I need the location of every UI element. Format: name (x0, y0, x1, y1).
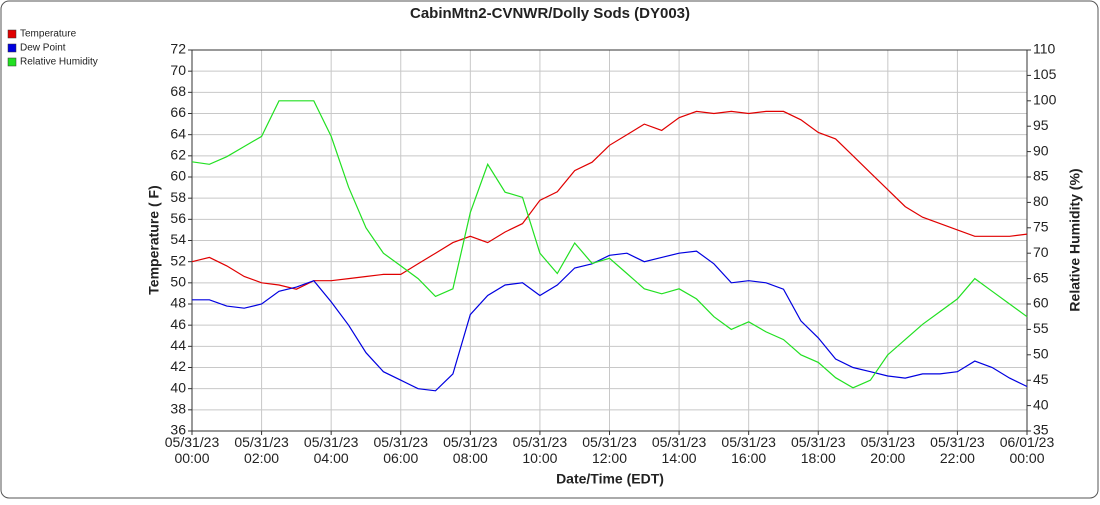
x-tick-label: 05/31/23 00:00 (165, 434, 220, 466)
y2-axis-label: Relative Humidity (%) (1067, 168, 1083, 311)
y-tick-label: 54 (170, 231, 186, 247)
legend-label: Temperature (20, 29, 77, 40)
x-tick-line: 05/31/23 (234, 434, 289, 450)
y-tick-label: 36 (170, 422, 186, 438)
y2-tick-label: 75 (1033, 219, 1049, 235)
y2-tick-label: 95 (1033, 117, 1049, 133)
y2-tick-label: 65 (1033, 269, 1049, 285)
y2-tick-label: 80 (1033, 193, 1049, 209)
x-tick-line: 05/31/23 (791, 434, 846, 450)
series-line (191, 110, 1028, 290)
x-tick-line: 16:00 (731, 450, 766, 466)
x-tick-line: 00:00 (1009, 450, 1044, 466)
y-tick-label: 38 (170, 401, 186, 417)
series-line (192, 250, 1028, 392)
x-tick-line: 08:00 (453, 450, 488, 466)
y-tick-label: 72 (170, 41, 186, 57)
y-tick-label: 46 (170, 316, 186, 332)
y-tick-label: 50 (170, 274, 186, 290)
x-tick-label: 05/31/23 06:00 (374, 434, 429, 466)
y-tick-label: 48 (170, 295, 186, 311)
x-tick-line: 14:00 (662, 450, 697, 466)
x-axis-label: Date/Time (EDT) (556, 471, 664, 487)
y2-tick-label: 70 (1033, 244, 1049, 260)
y2-tick-label: 45 (1033, 371, 1049, 387)
y2-tick-label: 100 (1033, 92, 1057, 108)
x-tick-line: 05/31/23 (165, 434, 220, 450)
y-tick-label: 60 (170, 168, 186, 184)
y2-tick-label: 110 (1033, 41, 1056, 57)
x-tick-line: 06:00 (383, 450, 418, 466)
x-tick-line: 10:00 (522, 450, 557, 466)
y-tick-label: 40 (170, 379, 186, 395)
x-tick-line: 05/31/23 (930, 434, 985, 450)
x-tick-line: 05/31/23 (513, 434, 568, 450)
y2-tick-label: 60 (1033, 295, 1049, 311)
y-tick-label: 64 (170, 125, 186, 141)
x-tick-label: 05/31/23 14:00 (652, 434, 707, 466)
y-tick-label: 52 (170, 252, 186, 268)
x-tick-line: 22:00 (940, 450, 975, 466)
x-tick-line: 12:00 (592, 450, 627, 466)
y-tick-label: 70 (170, 62, 186, 78)
y-tick-label: 62 (170, 147, 186, 163)
y2-tick-label: 40 (1033, 396, 1049, 412)
x-tick-label: 05/31/23 20:00 (861, 434, 916, 466)
y-tick-label: 44 (170, 337, 186, 353)
y-tick-label: 66 (170, 104, 186, 120)
x-tick-line: 18:00 (801, 450, 836, 466)
y2-tick-label: 50 (1033, 346, 1049, 362)
y2-tick-label: 90 (1033, 142, 1049, 158)
y2-tick-label: 35 (1033, 422, 1049, 438)
x-tick-label: 05/31/23 18:00 (791, 434, 846, 466)
x-tick-line: 05/31/23 (443, 434, 498, 450)
y2-tick-label: 85 (1033, 168, 1049, 184)
x-tick-line: 05/31/23 (374, 434, 429, 450)
series-line (191, 100, 1028, 389)
y-tick-label: 68 (170, 83, 186, 99)
x-tick-line: 05/31/23 (304, 434, 359, 450)
x-tick-line: 04:00 (314, 450, 349, 466)
y-tick-label: 42 (170, 358, 186, 374)
x-tick-label: 05/31/23 02:00 (234, 434, 289, 466)
y2-tick-label: 105 (1033, 66, 1057, 82)
x-tick-line: 20:00 (870, 450, 905, 466)
x-tick-label: 05/31/23 12:00 (582, 434, 637, 466)
plot-border (191, 49, 1028, 432)
y2-tick-label: 55 (1033, 320, 1049, 336)
legend-label: Dew Point (20, 43, 66, 54)
x-tick-label: 05/31/23 10:00 (513, 434, 568, 466)
x-tick-line: 05/31/23 (582, 434, 637, 450)
x-tick-line: 00:00 (174, 450, 209, 466)
legend-swatch (7, 29, 17, 39)
y-tick-label: 58 (170, 189, 186, 205)
x-tick-line: 05/31/23 (721, 434, 776, 450)
legend-label: Relative Humidity (20, 57, 98, 68)
x-tick-label: 05/31/23 16:00 (721, 434, 776, 466)
x-tick-line: 06/01/23 (1000, 434, 1055, 450)
chart-title: CabinMtn2-CVNWR/Dolly Sods (DY003) (410, 5, 690, 22)
y-tick-label: 56 (170, 210, 186, 226)
x-tick-label: 05/31/23 04:00 (304, 434, 359, 466)
x-tick-label: 05/31/23 22:00 (930, 434, 985, 466)
legend-swatch (7, 57, 17, 67)
x-tick-line: 02:00 (244, 450, 279, 466)
x-tick-line: 05/31/23 (652, 434, 707, 450)
y-axis-label: Temperature ( F) (146, 185, 162, 294)
legend-swatch (7, 43, 17, 53)
x-tick-line: 05/31/23 (861, 434, 916, 450)
x-tick-label: 05/31/23 08:00 (443, 434, 498, 466)
x-tick-label: 06/01/23 00:00 (1000, 434, 1055, 466)
